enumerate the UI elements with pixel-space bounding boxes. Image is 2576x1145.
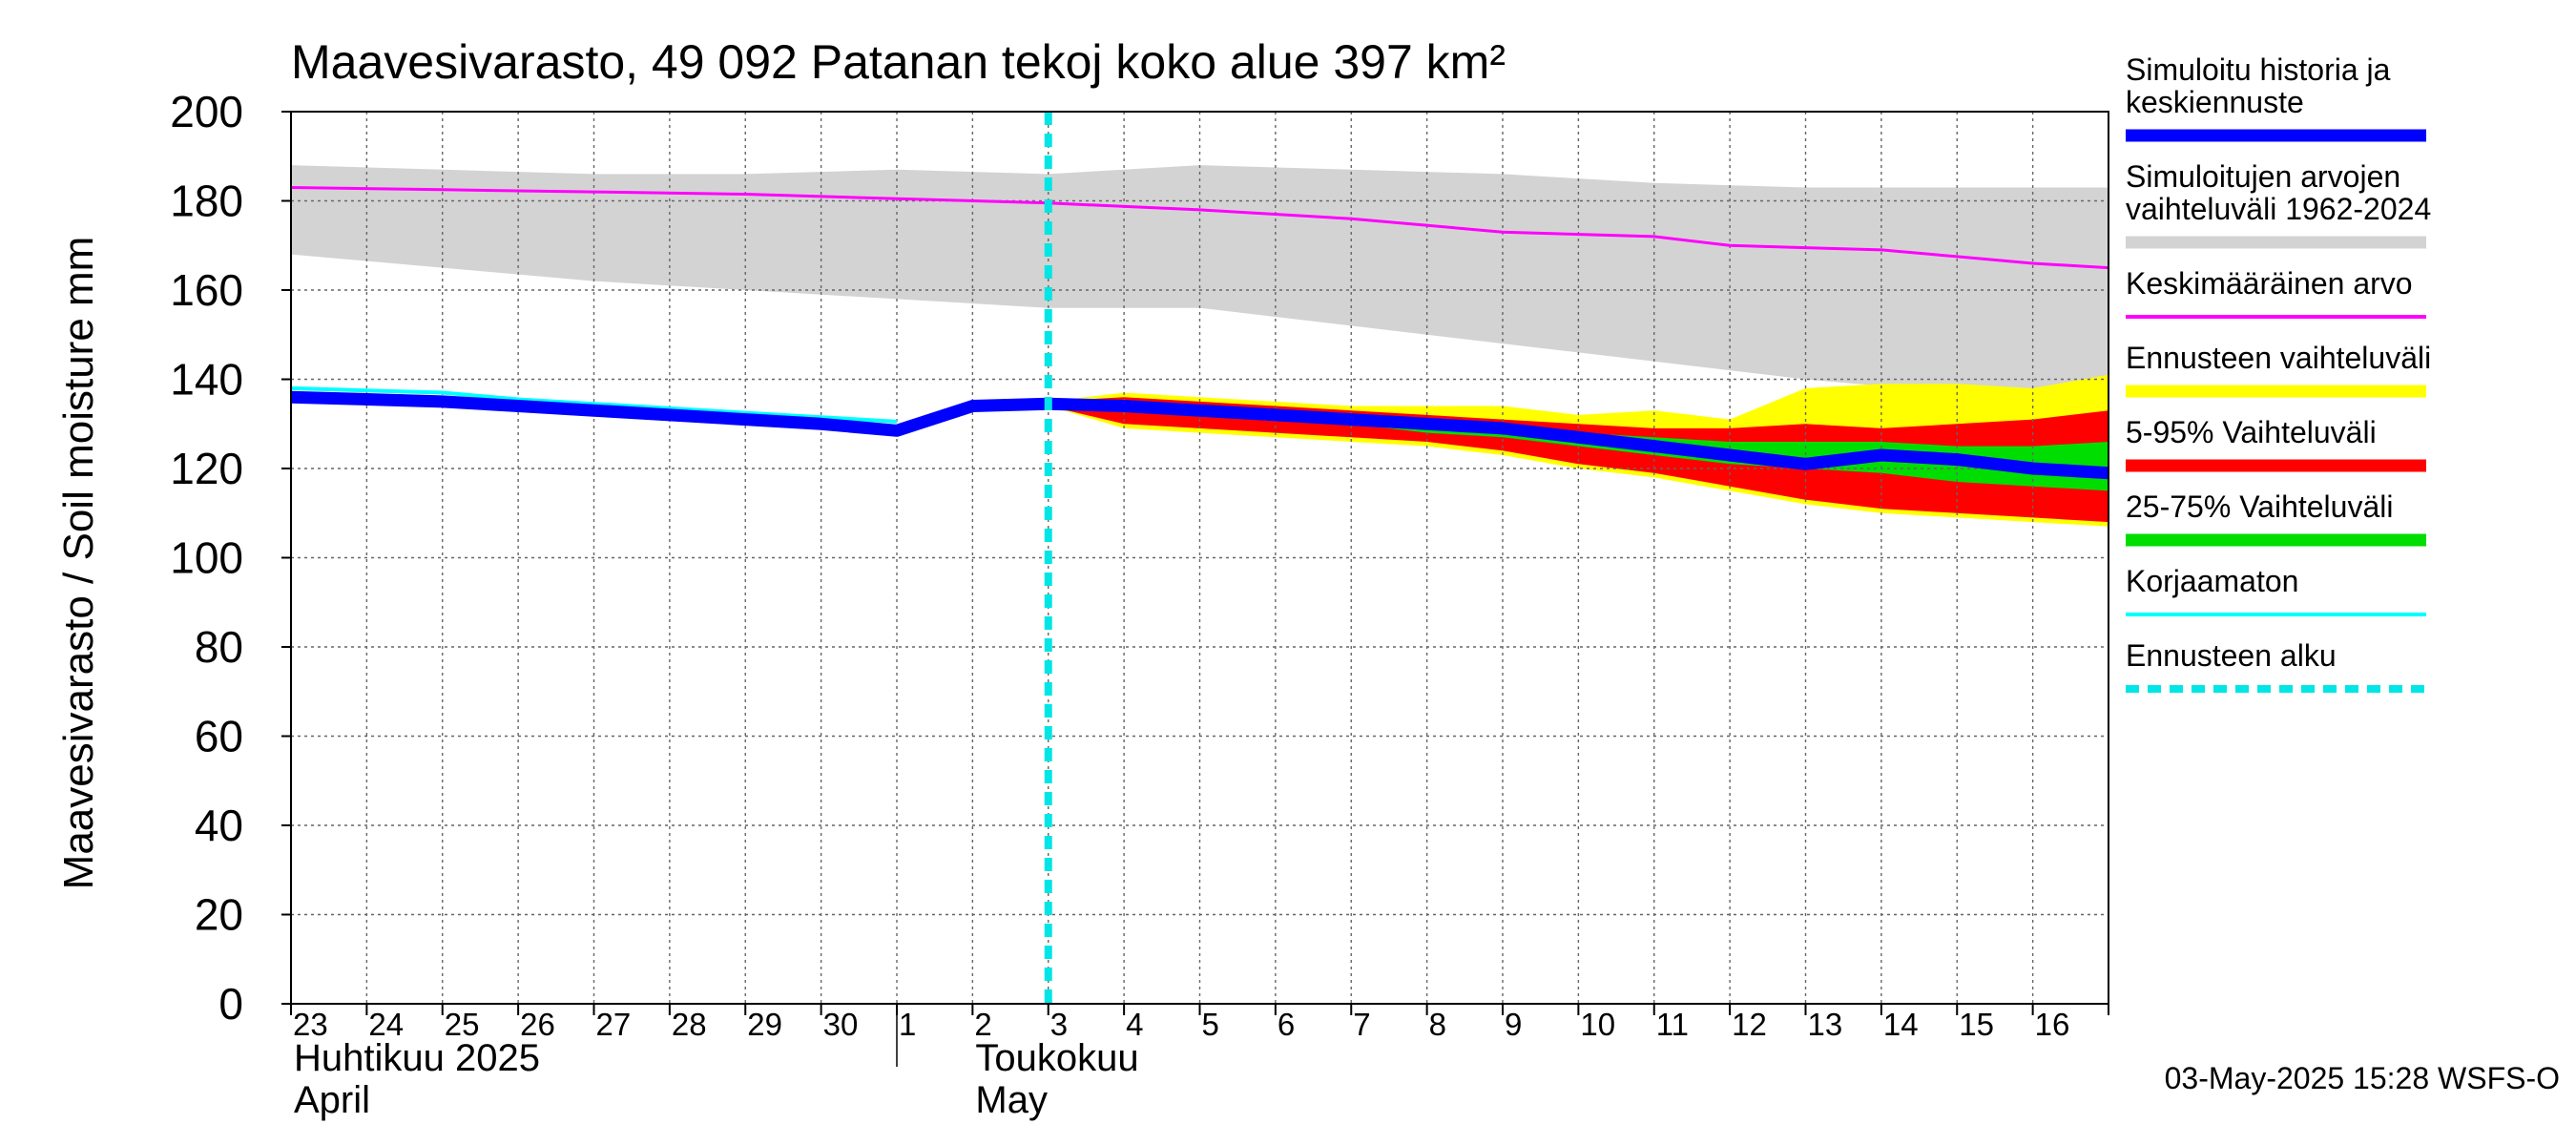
y-tick-label: 120 [170,444,243,493]
x-tick-label: 26 [520,1007,555,1042]
legend-label: Simuloitu historia ja [2126,52,2391,87]
y-tick-label: 0 [218,979,243,1029]
x-tick-label: 13 [1808,1007,1843,1042]
legend-item: 25-75% Vaihteluväli [2126,489,2426,547]
x-tick-label: 28 [672,1007,707,1042]
x-tick-label: 27 [596,1007,632,1042]
y-tick-label: 140 [170,355,243,405]
legend-item: Keskimääräinen arvo [2126,266,2426,319]
y-tick-label: 40 [195,801,243,850]
legend-label: Ennusteen vaihteluväli [2126,341,2431,375]
legend: Simuloitu historia jakeskiennusteSimuloi… [2126,52,2431,693]
month-label: Toukokuu [975,1037,1138,1079]
timestamp: 03-May-2025 15:28 WSFS-O [2165,1061,2560,1095]
legend-label: Simuloitujen arvojen [2126,159,2400,194]
y-tick-label: 100 [170,533,243,583]
y-tick-label: 20 [195,890,243,940]
x-tick-label: 15 [1959,1007,1994,1042]
simulated-line [290,390,2109,480]
range-25-75-band [1048,401,2109,491]
legend-label: vaihteluväli 1962-2024 [2126,192,2431,226]
x-tick-label: 25 [445,1007,480,1042]
legend-label: keskiennuste [2126,85,2304,119]
x-tick-label: 12 [1732,1007,1767,1042]
legend-item: Ennusteen vaihteluväli [2126,341,2431,398]
y-axis-label: Maavesivarasto / Soil moisture mm [55,237,102,890]
x-tick-label: 2 [974,1007,991,1042]
legend-label: 5-95% Vaihteluväli [2126,415,2377,449]
x-tick-label: 7 [1353,1007,1370,1042]
x-tick-label: 4 [1126,1007,1143,1042]
legend-label: Keskimääräinen arvo [2126,266,2413,301]
month-label: Huhtikuu 2025 [294,1037,540,1079]
y-tick-label: 160 [170,265,243,315]
month-label-english: April [294,1079,370,1121]
month-label-english: May [975,1079,1048,1121]
legend-label: 25-75% Vaihteluväli [2126,489,2393,524]
x-tick-label: 29 [747,1007,782,1042]
x-tick-label: 9 [1505,1007,1522,1042]
x-tick-label: 1 [899,1007,916,1042]
mean-line [290,186,2109,270]
legend-item: Korjaamaton [2126,564,2426,616]
legend-label: Korjaamaton [2126,564,2298,598]
x-tick-label: 23 [293,1007,328,1042]
x-tick-label: 11 [1656,1007,1689,1042]
uncorrected-line [290,385,898,424]
chart-title: Maavesivarasto, 49 092 Patanan tekoj kok… [291,35,1506,89]
x-tick-label: 10 [1580,1007,1615,1042]
x-tick-label: 8 [1429,1007,1446,1042]
history-range-band [291,165,2109,402]
y-tick-label: 80 [195,622,243,672]
x-tick-label: 30 [823,1007,859,1042]
y-tick-label: 180 [170,177,243,226]
legend-label: Ennusteen alku [2126,638,2337,673]
legend-item: 5-95% Vaihteluväli [2126,415,2426,472]
x-tick-label: 24 [368,1007,404,1042]
grid-lines [291,112,2109,1004]
x-tick-label: 16 [2035,1007,2070,1042]
x-tick-label: 14 [1883,1007,1919,1042]
x-tick-label: 3 [1050,1007,1068,1042]
legend-item: Ennusteen alku [2126,638,2426,693]
x-tick-label: 5 [1202,1007,1219,1042]
x-tick-label: 6 [1278,1007,1295,1042]
y-tick-label: 200 [170,87,243,136]
y-tick-label: 60 [195,712,243,761]
